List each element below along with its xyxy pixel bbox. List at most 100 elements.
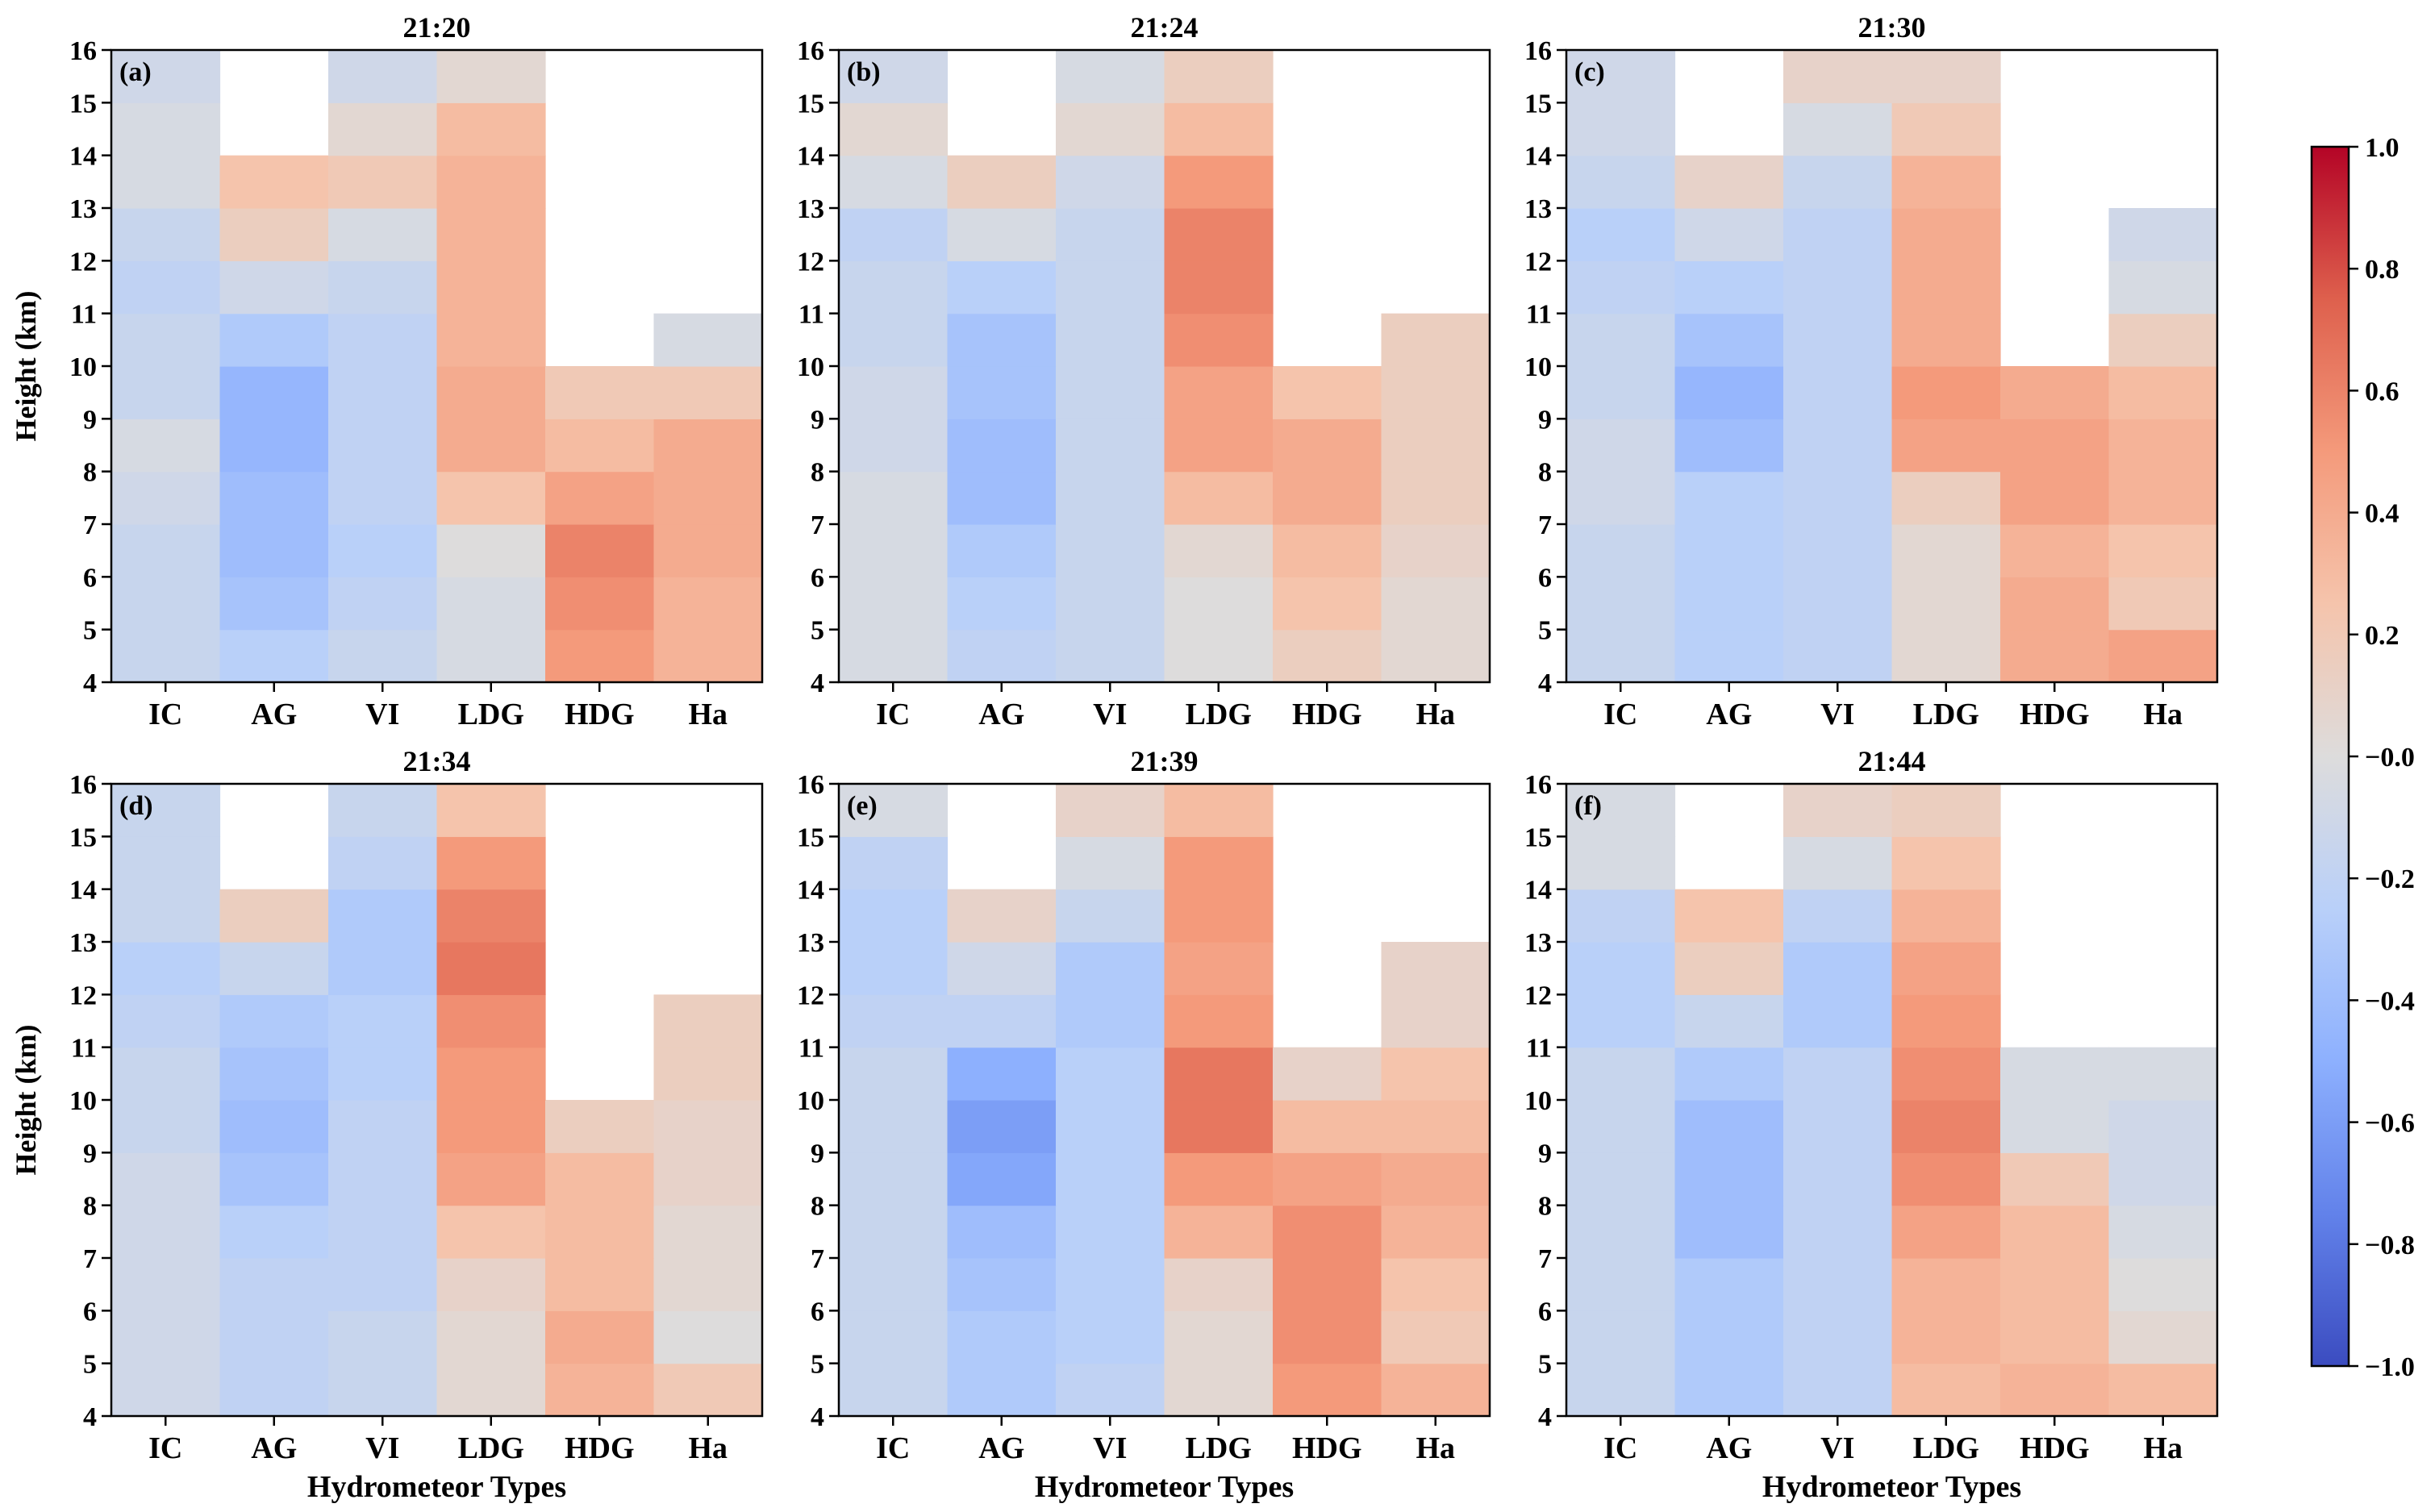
heatmap-cell	[1891, 102, 2001, 156]
heatmap-cell	[839, 1310, 949, 1364]
y-tick-label: 4	[83, 669, 97, 698]
heatmap-cell	[1674, 524, 1784, 577]
heatmap-cell	[947, 419, 1057, 473]
heatmap-cell	[1891, 994, 2001, 1048]
heatmap-cell	[219, 1363, 329, 1417]
y-tick-label: 13	[1524, 194, 1552, 224]
heatmap-cell	[1891, 260, 2001, 314]
panel-2: 4 5 6 7 8 9 10 11 12 13 14 15 16 IC AG VI LDG HDG Ha 21:24 (…	[797, 11, 1491, 731]
x-tick-label: AG	[251, 1431, 297, 1465]
heatmap-cell	[1674, 577, 1784, 631]
heatmap-cell	[219, 1047, 329, 1101]
heatmap-cell	[1056, 155, 1165, 209]
heatmap-cell	[1164, 836, 1274, 890]
colorbar-tick-label: 1.0	[2365, 133, 2400, 163]
heatmap-cell	[1056, 784, 1165, 837]
heatmap-cell	[2000, 577, 2110, 631]
heatmap-cell	[2108, 1310, 2218, 1364]
heatmap-cell	[1674, 1152, 1784, 1206]
heatmap-cell	[2108, 313, 2218, 367]
heatmap-cell	[436, 889, 546, 943]
heatmap-cell	[947, 1310, 1057, 1364]
heatmap-cell	[545, 524, 655, 577]
heatmap-cell	[1783, 577, 1893, 631]
y-tick-label: 14	[69, 876, 97, 906]
heatmap-cell	[1164, 889, 1274, 943]
y-tick-label: 16	[1524, 770, 1552, 800]
heatmap-cell	[2000, 1258, 2110, 1311]
heatmap-cell	[111, 155, 221, 209]
colorbar-tick-label: 0.4	[2365, 499, 2400, 529]
colorbar-tick-label: −0.6	[2365, 1109, 2415, 1139]
heatmap-cell	[653, 1100, 763, 1153]
heatmap-cell	[436, 208, 546, 261]
heatmap-cell	[1783, 1258, 1893, 1311]
heatmap-cell	[328, 994, 438, 1048]
heatmap-cell	[1056, 471, 1165, 525]
heatmap-cell	[1164, 629, 1274, 683]
y-tick-label: 16	[69, 770, 97, 800]
heatmap-cell	[1566, 102, 1676, 156]
heatmap-cell	[1674, 889, 1784, 943]
y-tick-label: 8	[83, 1192, 97, 1222]
heatmap-cell	[1273, 577, 1382, 631]
heatmap-cell	[653, 629, 763, 683]
panel-6: 4 5 6 7 8 9 10 11 12 13 14 15 16 IC AG VI LDG HDG Ha 21:44 (…	[1524, 745, 2219, 1504]
heatmap-cell	[947, 1205, 1057, 1259]
heatmap-cell	[328, 1310, 438, 1364]
heatmap-cell	[653, 471, 763, 525]
heatmap-cell	[1566, 50, 1676, 103]
heatmap-cell	[1381, 471, 1491, 525]
heatmap-cell	[219, 1205, 329, 1259]
heatmap-cell	[111, 313, 221, 367]
heatmap-cell	[839, 1047, 949, 1101]
heatmap-cell	[1674, 1047, 1784, 1101]
heatmap-cell	[328, 208, 438, 261]
panel-label: (a)	[119, 57, 152, 87]
heatmap-cell	[1381, 1205, 1491, 1259]
y-tick-label: 15	[797, 89, 824, 119]
y-tick-label: 11	[1526, 300, 1552, 330]
heatmap-cell	[1674, 313, 1784, 367]
heatmap-cell	[1674, 155, 1784, 209]
heatmap-cell	[436, 155, 546, 209]
heatmap-cell	[1056, 366, 1165, 419]
heatmap-cell	[839, 208, 949, 261]
heatmap-cell	[328, 419, 438, 473]
heatmap-panels: 4 5 6 7 8 9 10 11 12 13 14 15 16 IC AG VI LDG HDG Ha 21:20 (…	[10, 11, 2219, 1504]
heatmap-cell	[1674, 1258, 1784, 1311]
heatmap-cell	[1783, 208, 1893, 261]
heatmap-cell	[1891, 1047, 2001, 1101]
heatmap-cell	[111, 1205, 221, 1259]
heatmap-cell	[328, 1258, 438, 1311]
heatmap-cell	[1783, 1363, 1893, 1417]
heatmap-cell	[947, 577, 1057, 631]
heatmap-cell	[1891, 629, 2001, 683]
x-tick-label: Ha	[1416, 1431, 1455, 1465]
heatmap-cell	[219, 1258, 329, 1311]
y-tick-label: 16	[1524, 36, 1552, 66]
heatmap-cell	[328, 1152, 438, 1206]
y-tick-label: 10	[69, 1086, 97, 1116]
heatmap-cell	[545, 419, 655, 473]
y-tick-label: 5	[811, 1350, 824, 1380]
heatmap-cell	[2108, 1100, 2218, 1153]
heatmap-cell	[328, 102, 438, 156]
x-tick-label: VI	[1820, 1431, 1854, 1465]
heatmap-cell	[1164, 577, 1274, 631]
heatmap-cell	[219, 994, 329, 1048]
heatmap-cell	[111, 50, 221, 103]
y-tick-label: 6	[1538, 1297, 1552, 1327]
heatmap-cell	[1164, 419, 1274, 473]
heatmap-cell	[1891, 366, 2001, 419]
heatmap-cell	[947, 1152, 1057, 1206]
heatmap-cell	[947, 1258, 1057, 1311]
heatmap-cell	[1164, 1258, 1274, 1311]
heatmap-cell	[947, 1100, 1057, 1153]
y-tick-label: 15	[69, 89, 97, 119]
heatmap-cell	[2000, 471, 2110, 525]
y-tick-label: 5	[83, 1350, 97, 1380]
y-tick-label: 12	[1524, 247, 1552, 277]
heatmap-cell	[219, 1100, 329, 1153]
heatmap-cell	[1891, 1258, 2001, 1311]
